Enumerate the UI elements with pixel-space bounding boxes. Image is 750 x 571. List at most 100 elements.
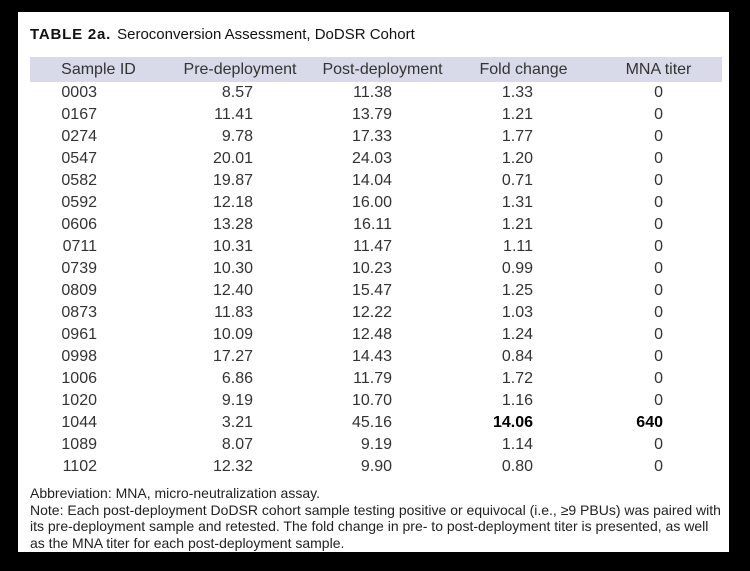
cell-mna-titer: 0 [654,216,663,233]
table-number-label: TABLE 2a. [30,26,112,43]
cell-pre-deployment: 20.01 [212,150,253,167]
cell-pre-deployment: 17.27 [212,348,253,365]
cell-sample-id: 0592 [61,194,97,211]
cell-mna-titer: 0 [654,282,663,299]
table-row: 1020 9.19 10.70 1.16 0 [30,390,722,412]
methods-note: Note: Each post-deployment DoDSR cohort … [30,501,721,551]
cell-mna-titer: 0 [654,304,663,321]
cell-fold-change: 1.33 [501,84,533,101]
cell-pre-deployment: 10.30 [212,260,253,277]
cell-post-deployment: 9.90 [360,458,392,475]
table-row: 0739 10.30 10.23 0.99 0 [30,258,722,280]
cell-sample-id: 1102 [62,458,97,475]
cell-sample-id: 0606 [61,216,97,233]
cell-sample-id: 0739 [61,260,97,277]
cell-mna-titer: 0 [654,370,663,387]
cell-fold-change: 1.21 [501,216,533,233]
table-row: 0167 11.41 13.79 1.21 0 [30,104,722,126]
cell-sample-id: 0809 [61,282,97,299]
cell-mna-titer: 0 [654,326,663,343]
cell-sample-id: 0547 [61,150,97,167]
cell-post-deployment: 15.47 [351,282,392,299]
table-footnotes: Abbreviation: MNA, micro-neutralization … [30,485,724,551]
cell-post-deployment: 11.79 [353,370,392,387]
cell-fold-change: 0.71 [501,172,533,189]
cell-pre-deployment: 12.18 [212,194,253,211]
cell-fold-change: 1.72 [501,370,533,387]
cell-mna-titer: 0 [654,106,663,123]
cell-sample-id: 0167 [61,106,97,123]
cell-post-deployment: 14.04 [351,172,392,189]
cell-mna-titer: 0 [654,392,663,409]
cell-fold-change: 1.77 [501,128,533,145]
cell-post-deployment: 12.48 [351,326,392,343]
table-row: 0592 12.18 16.00 1.31 0 [30,192,722,214]
cell-pre-deployment: 9.19 [221,392,253,409]
cell-pre-deployment: 8.57 [221,84,253,101]
column-header-post-deployment: Post-deployment [313,57,452,82]
cell-fold-change: 1.16 [501,392,533,409]
cell-post-deployment: 14.43 [351,348,392,365]
column-header-sample-id: Sample ID [30,57,167,82]
table-row: 1044 3.21 45.16 14.06 640 [30,412,722,434]
cell-pre-deployment: 12.32 [212,458,253,475]
cell-post-deployment: 10.70 [351,392,392,409]
cell-sample-id: 0711 [62,238,97,255]
cell-post-deployment: 24.03 [351,150,392,167]
table-row: 0003 8.57 11.38 1.33 0 [30,82,722,104]
cell-post-deployment: 12.22 [351,304,392,321]
table-row: 0711 10.31 11.47 1.11 0 [30,236,722,258]
cell-post-deployment: 45.16 [351,414,392,431]
cell-sample-id: 0961 [61,326,97,343]
cell-sample-id: 0003 [61,84,97,101]
table-row: 0873 11.83 12.22 1.03 0 [30,302,722,324]
cell-pre-deployment: 19.87 [212,172,253,189]
cell-mna-titer: 0 [654,238,663,255]
cell-fold-change: 0.84 [501,348,533,365]
cell-post-deployment: 10.23 [351,260,392,277]
cell-mna-titer: 0 [654,150,663,167]
cell-pre-deployment: 12.40 [212,282,253,299]
cell-mna-titer: 0 [654,172,663,189]
cell-mna-titer: 0 [654,84,663,101]
cell-sample-id: 0274 [61,128,97,145]
table-row: 0809 12.40 15.47 1.25 0 [30,280,722,302]
table-title: TABLE 2a. Seroconversion Assessment, DoD… [18,12,729,57]
cell-pre-deployment: 10.31 [212,238,253,255]
table-title-text: Seroconversion Assessment, DoDSR Cohort [117,26,415,43]
table-row: 1089 8.07 9.19 1.14 0 [30,434,722,456]
cell-mna-titer: 0 [654,458,663,475]
cell-pre-deployment: 9.78 [221,128,253,145]
header-row: Sample ID Pre-deployment Post-deployment… [30,57,722,82]
cell-pre-deployment: 8.07 [221,436,253,453]
cell-fold-change: 1.21 [501,106,533,123]
table-row: 1102 12.32 9.90 0.80 0 [30,456,722,478]
cell-post-deployment: 16.00 [351,194,392,211]
cell-sample-id: 0873 [61,304,97,321]
cell-sample-id: 0998 [61,348,97,365]
cell-post-deployment: 11.47 [353,238,392,255]
cell-mna-titer: 0 [654,348,663,365]
cell-pre-deployment: 13.28 [212,216,253,233]
cell-sample-id: 1020 [61,392,97,409]
cell-fold-change: 1.31 [501,194,533,211]
table-row: 0274 9.78 17.33 1.77 0 [30,126,722,148]
abbreviation-note: Abbreviation: MNA, micro-neutralization … [30,485,320,501]
table-row: 0547 20.01 24.03 1.20 0 [30,148,722,170]
cell-fold-change: 0.80 [501,458,533,475]
cell-fold-change: 1.24 [501,326,533,343]
table-page: TABLE 2a. Seroconversion Assessment, DoD… [18,12,729,552]
cell-mna-titer: 640 [636,414,663,431]
cell-pre-deployment: 6.86 [221,370,253,387]
cell-mna-titer: 0 [654,436,663,453]
cell-post-deployment: 13.79 [351,106,392,123]
cell-mna-titer: 0 [654,260,663,277]
cell-fold-change: 0.99 [501,260,533,277]
cell-post-deployment: 16.11 [353,216,392,233]
table-row: 0582 19.87 14.04 0.71 0 [30,170,722,192]
column-header-pre-deployment: Pre-deployment [167,57,313,82]
cell-sample-id: 0582 [61,172,97,189]
cell-sample-id: 1006 [61,370,97,387]
cell-pre-deployment: 11.41 [214,106,253,123]
